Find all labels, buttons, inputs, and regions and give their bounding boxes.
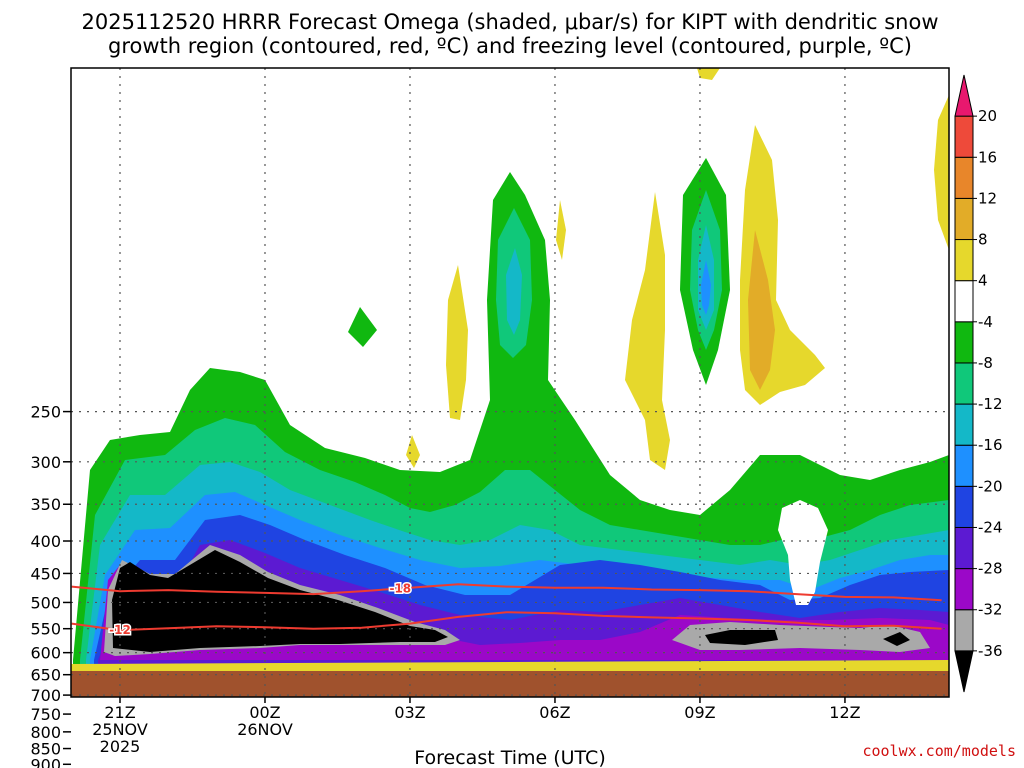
y-tick-label-550: 550 xyxy=(30,620,61,639)
colorbar-band-6 xyxy=(954,403,974,446)
y-tick-label-500: 500 xyxy=(30,593,61,612)
colorbar-band-5 xyxy=(954,444,974,487)
omega-fill-yellow-top-09z xyxy=(697,68,720,80)
colorbar-band-2 xyxy=(954,568,974,611)
colorbar-label--16: -16 xyxy=(978,436,1003,454)
x-tick-label-25NOV: 25NOV xyxy=(92,720,148,739)
x-tick-label-2025: 2025 xyxy=(100,737,141,756)
colorbar-label--20: -20 xyxy=(978,477,1003,495)
contour-line-0 xyxy=(71,583,942,602)
gridlines xyxy=(71,68,949,697)
y-tick-label-750: 750 xyxy=(30,705,61,724)
omega-fill-orange-10z xyxy=(748,230,775,390)
colorbar-band-0 xyxy=(954,650,974,693)
contour-label-1: -12 xyxy=(109,623,131,637)
y-axis: 250 300 350 400 450 500 550 600 6507007508008509… xyxy=(30,403,71,768)
colorbar-label-8: 8 xyxy=(978,231,988,249)
colorbar-band-8 xyxy=(954,321,974,364)
omega-fill-yellow-08z xyxy=(625,192,670,470)
colorbar-band-4 xyxy=(954,485,974,528)
colorbar-band-10 xyxy=(954,239,974,282)
colorbar-band-7 xyxy=(954,362,974,405)
y-tick-label-600: 600 xyxy=(30,644,61,663)
colorbar-label--4: -4 xyxy=(978,313,993,331)
surface-fringe xyxy=(71,660,949,672)
y-tick-label-900: 900 xyxy=(30,755,61,768)
x-tick-label-06Z: 06Z xyxy=(539,703,570,722)
colorbar-band-14 xyxy=(954,74,974,117)
y-tick-label-350: 350 xyxy=(30,495,61,514)
x-axis-label: Forecast Time (UTC) xyxy=(414,747,605,768)
contour-label-0: -18 xyxy=(389,581,411,595)
contours: -18-120 xyxy=(71,580,942,710)
omega-fill-yellow-03z-low xyxy=(406,435,420,468)
y-tick-label-300: 300 xyxy=(30,453,61,472)
colorbar-label--32: -32 xyxy=(978,601,1003,619)
colorbar-band-12 xyxy=(954,156,974,199)
y-tick-label-400: 400 xyxy=(30,532,61,551)
omega-fill-green-blob-02z xyxy=(348,307,377,347)
omega-fill-blue-upper-09z xyxy=(701,260,711,315)
colorbar-band-9 xyxy=(954,280,974,323)
below-ground xyxy=(71,671,949,697)
colorbar-label--28: -28 xyxy=(978,560,1003,578)
colorbar-band-13 xyxy=(954,115,974,158)
colorbar-band-11 xyxy=(954,197,974,241)
x-tick-label-21Z: 21Z xyxy=(104,703,135,722)
y-tick-label-800: 800 xyxy=(30,723,61,742)
colorbar-label--24: -24 xyxy=(978,518,1003,536)
y-tick-label-450: 450 xyxy=(30,564,61,583)
colorbar-label--8: -8 xyxy=(978,354,993,372)
chart-title-line-1: 2025112520 HRRR Forecast Omega (shaded, … xyxy=(82,10,939,34)
x-tick-label-12Z: 12Z xyxy=(829,703,860,722)
colorbar-label-16: 16 xyxy=(978,148,997,166)
x-tick-label-26NOV: 26NOV xyxy=(237,720,293,739)
y-tick-label-250: 250 xyxy=(30,403,61,422)
colorbar-label--36: -36 xyxy=(978,642,1003,660)
omega-fill-yellow-06z xyxy=(556,200,566,260)
colorbar-band-3 xyxy=(954,526,974,570)
omega-fill-black-13z xyxy=(883,632,910,646)
y-tick-label-650: 650 xyxy=(30,666,61,685)
colorbar-label--12: -12 xyxy=(978,395,1003,413)
chart-title-line-2: growth region (contoured, red, ºC) and f… xyxy=(108,34,912,58)
omega-fill-white-hole xyxy=(778,500,828,605)
plot-area: -18-120 xyxy=(71,68,949,710)
y-tick-label-850: 850 xyxy=(30,740,61,759)
colorbar: -36 -32 -28 -24 -20 -16 -12 -8 -4 4 8 12 16 20 xyxy=(954,74,1003,693)
colorbar-label-4: 4 xyxy=(978,272,988,290)
contour-line-1 xyxy=(71,611,942,632)
x-tick-label-09Z: 09Z xyxy=(684,703,715,722)
x-tick-label-03Z: 03Z xyxy=(394,703,425,722)
omega-fill-black-09z xyxy=(705,630,778,645)
y-tick-label-700: 700 xyxy=(30,686,61,705)
contour-line-2 xyxy=(72,703,942,710)
x-tick-label-00Z: 00Z xyxy=(249,703,280,722)
colorbar-band-1 xyxy=(954,609,974,652)
omega-fill-yellow-03z xyxy=(446,265,468,420)
colorbar-label-20: 20 xyxy=(978,107,997,125)
omega-fill-yellow-14z xyxy=(934,95,949,250)
plot-border xyxy=(70,67,950,698)
omega-fill-cyan-upper-05z xyxy=(506,248,522,335)
colorbar-label-12: 12 xyxy=(978,189,997,207)
credit-link[interactable]: coolwx.com/models xyxy=(862,742,1016,760)
